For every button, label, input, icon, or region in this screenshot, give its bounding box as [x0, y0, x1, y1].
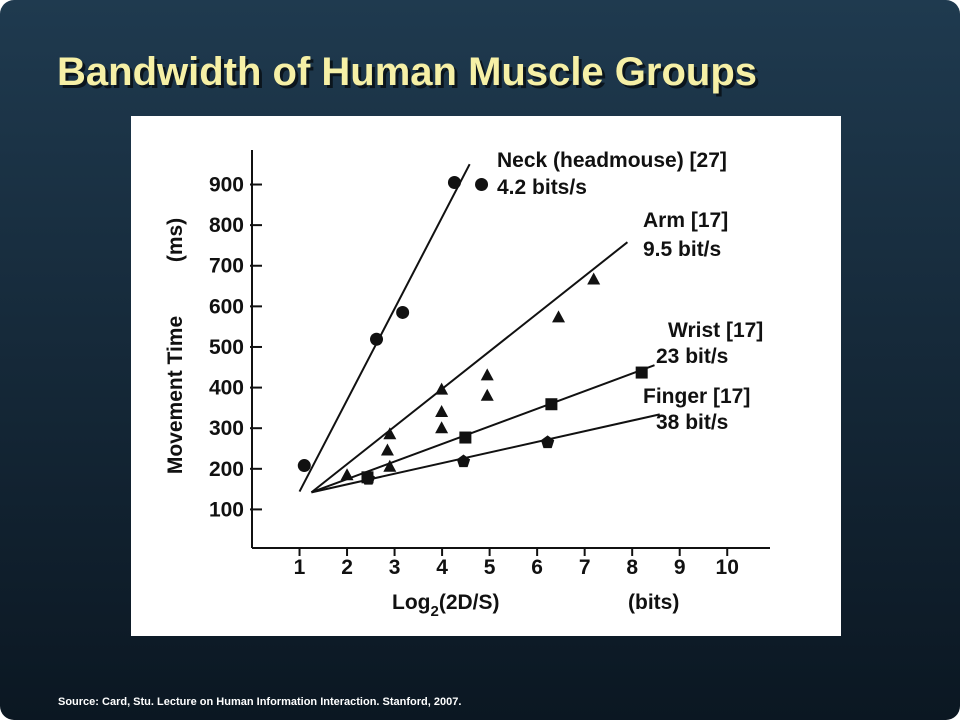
point: [552, 310, 566, 323]
chart: 100 200 300 400 500 600 700 800 900 1 2 3 4 5 6 7 8 9 10 Lo…: [164, 149, 770, 620]
point: [480, 368, 494, 381]
point: [635, 366, 648, 379]
series-label: Wrist [17]: [668, 319, 763, 342]
x-tick-label: 9: [674, 556, 686, 579]
point: [383, 427, 397, 440]
point: [480, 388, 494, 401]
point: [459, 431, 472, 444]
y-tick-label: 400: [209, 377, 244, 400]
y-tick-label: 900: [209, 174, 244, 197]
fit-line: [310, 241, 629, 494]
x-tick-label: 10: [716, 556, 739, 579]
x-tick-label: 8: [626, 556, 638, 579]
point: [297, 459, 311, 473]
y-axis-unit: (ms): [164, 218, 187, 262]
series-rate: 23 bit/s: [656, 345, 728, 368]
y-tick-label: 600: [209, 295, 244, 318]
point: [447, 175, 461, 189]
point: [435, 382, 449, 395]
title-shadow: Bandwidth of Human Muscle Groups: [60, 53, 760, 97]
x-tick-label: 6: [531, 556, 543, 579]
source-note: Source: Card, Stu. Lecture on Human Info…: [58, 696, 461, 708]
y-tick-label: 700: [209, 255, 244, 278]
point: [383, 459, 397, 472]
x-tick-label: 4: [436, 556, 448, 579]
point: [456, 454, 471, 468]
point: [396, 305, 410, 319]
series-rate: 9.5 bit/s: [643, 238, 721, 261]
point: [540, 435, 555, 449]
fit-line: [311, 364, 655, 494]
x-tick-label: 1: [294, 556, 306, 579]
x-tick-label: 5: [484, 556, 496, 579]
y-axis-label: Movement Time: [164, 316, 187, 474]
point: [370, 332, 384, 346]
series-rate: 4.2 bits/s: [497, 176, 587, 199]
x-tick-label: 3: [389, 556, 401, 579]
x-axis-label-part: Log: [392, 591, 430, 614]
x-tick-label: 2: [341, 556, 353, 579]
point: [587, 272, 601, 285]
point: [435, 404, 449, 417]
series-label: Arm [17]: [643, 209, 728, 232]
y-tick-label: 500: [209, 336, 244, 359]
point: [545, 398, 558, 411]
x-axis-label-part: 2: [430, 603, 438, 620]
x-tick-label: 7: [579, 556, 591, 579]
y-tick-label: 100: [209, 498, 244, 521]
series-label: Neck (headmouse) [27]: [497, 149, 727, 172]
series-label: Finger [17]: [643, 385, 750, 408]
point: [380, 443, 394, 456]
y-tick-label: 300: [209, 417, 244, 440]
x-axis-label-part: (2D/S): [439, 591, 500, 614]
point: [475, 178, 489, 192]
y-tick-label: 800: [209, 214, 244, 237]
x-axis-unit: (bits): [628, 591, 679, 614]
series-rate: 38 bit/s: [656, 411, 728, 434]
x-axis-label: Log2(2D/S): [392, 591, 500, 620]
point: [361, 471, 376, 485]
slide-title: Bandwidth of Human Muscle Groups: [57, 50, 757, 94]
fit-line: [298, 163, 471, 493]
y-tick-label: 200: [209, 458, 244, 481]
point: [435, 421, 449, 434]
